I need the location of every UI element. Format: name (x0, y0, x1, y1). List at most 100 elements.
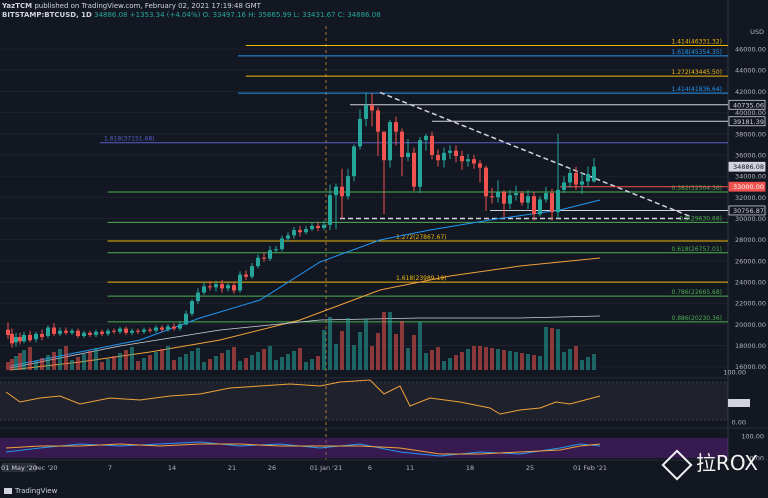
price-axis-label: 32000.00 (735, 194, 766, 202)
price-tag-label: 34886.08 (733, 163, 764, 171)
candle-body (190, 301, 194, 314)
ohlc-values: O: 33497.16 H: 35665.99 L: 33431.67 C: 3… (202, 11, 381, 19)
candle-body (502, 192, 506, 204)
volume-bar (112, 356, 116, 370)
candle-body (88, 332, 92, 335)
currency-label: USD (750, 28, 764, 36)
volume-bar (268, 346, 272, 370)
date-axis-label: 14 (168, 464, 176, 472)
rsi-band (0, 382, 728, 420)
candle-body (556, 189, 560, 213)
candle-body (178, 324, 182, 329)
rsi-axis-label: 0.00 (732, 419, 746, 427)
volume-bar (76, 357, 80, 370)
price-axis-label: 16000.00 (735, 363, 766, 371)
candle-body (124, 328, 128, 333)
volume-bar (178, 357, 182, 370)
volume-bar (256, 352, 260, 370)
candle-body (262, 257, 266, 259)
candle-body (400, 131, 404, 158)
date-axis-label: 25 (526, 464, 534, 472)
rsi-line (5, 379, 601, 415)
volume-bar (466, 349, 470, 370)
price-tag-label: 39181.39 (733, 118, 764, 126)
candle-body (364, 105, 368, 119)
volume-bar (184, 354, 188, 370)
candle-body (526, 196, 530, 203)
volume-bar (514, 352, 518, 370)
tradingview-brand[interactable]: TradingView (4, 487, 57, 495)
volume-bar (22, 350, 26, 370)
volume-bar (358, 332, 362, 370)
volume-bar (436, 347, 440, 370)
volume-bar (412, 335, 416, 370)
volume-bar (418, 322, 422, 370)
watermark-text: 拉ROX (695, 451, 758, 475)
date-left-tag: 01 May '20 (1, 464, 37, 472)
candle-body (484, 167, 488, 197)
symbol-name[interactable]: BITSTAMP:BTCUSD, 1D (2, 11, 92, 19)
volume-bar (394, 334, 398, 370)
candle-body (454, 150, 458, 156)
volume-bar (586, 357, 590, 370)
candle-body (280, 238, 284, 250)
candle-body (106, 330, 110, 334)
candle-body (118, 328, 122, 332)
candle-body (58, 330, 62, 334)
volume-bar (46, 355, 50, 370)
candle-body (520, 193, 524, 203)
volume-bar (136, 361, 140, 370)
date-axis-label: 7 (108, 464, 112, 472)
date-axis-label: 21 (228, 464, 236, 472)
volume-bar (130, 347, 134, 370)
volume-bar (346, 318, 350, 370)
date-axis-label: 01 Feb '21 (573, 464, 607, 472)
symbol-line: BITSTAMP:BTCUSD, 1D 34886.08 +1353.34 (+… (2, 11, 381, 19)
candle-body (250, 266, 254, 277)
watermark: 拉ROX (661, 447, 758, 481)
price-tag-label: 40735.06 (733, 101, 764, 109)
candle-body (508, 195, 512, 204)
candle-body (544, 193, 548, 200)
volume-bar (406, 348, 410, 370)
candle-body (574, 172, 578, 185)
candle-body (424, 135, 428, 141)
price-tag-box (728, 116, 766, 127)
candle-body (298, 230, 302, 233)
volume-bar (292, 351, 296, 370)
price-axis-label: 34000.00 (735, 173, 766, 181)
candle-body (154, 327, 158, 331)
volume-bar (226, 350, 230, 370)
volume-bar (196, 348, 200, 370)
level-label: 1.618(37151.68) (104, 136, 155, 143)
volume-bar (220, 353, 224, 370)
level-label: 0.618(26757.01) (672, 246, 723, 253)
candle-body (322, 224, 326, 228)
volume-bar (286, 354, 290, 370)
candle-body (100, 331, 104, 334)
volume-bar (370, 346, 374, 370)
volume-bar (496, 349, 500, 370)
candle-body (304, 229, 308, 233)
candle-body (394, 122, 398, 132)
volume-bar (316, 356, 320, 370)
volume-bar (208, 359, 212, 370)
volume-bar (18, 353, 22, 370)
volume-bar (472, 346, 476, 370)
candle-body (220, 284, 224, 289)
volume-bar (14, 356, 18, 370)
candle-body (34, 333, 38, 340)
candle-body (460, 156, 464, 162)
level-label: 0.382(32504.36) (672, 185, 723, 192)
price-axis-label: 28000.00 (735, 236, 766, 244)
volume-bar (448, 358, 452, 370)
volume-bar (238, 361, 242, 370)
level-label: 1.618(45354.35) (672, 49, 723, 56)
candle-body (226, 285, 230, 289)
volume-bar (334, 344, 338, 370)
volume-bar (88, 351, 92, 370)
volume-bar (460, 352, 464, 370)
volume-bar (154, 352, 158, 370)
author-name[interactable]: YazTCM (2, 2, 33, 10)
